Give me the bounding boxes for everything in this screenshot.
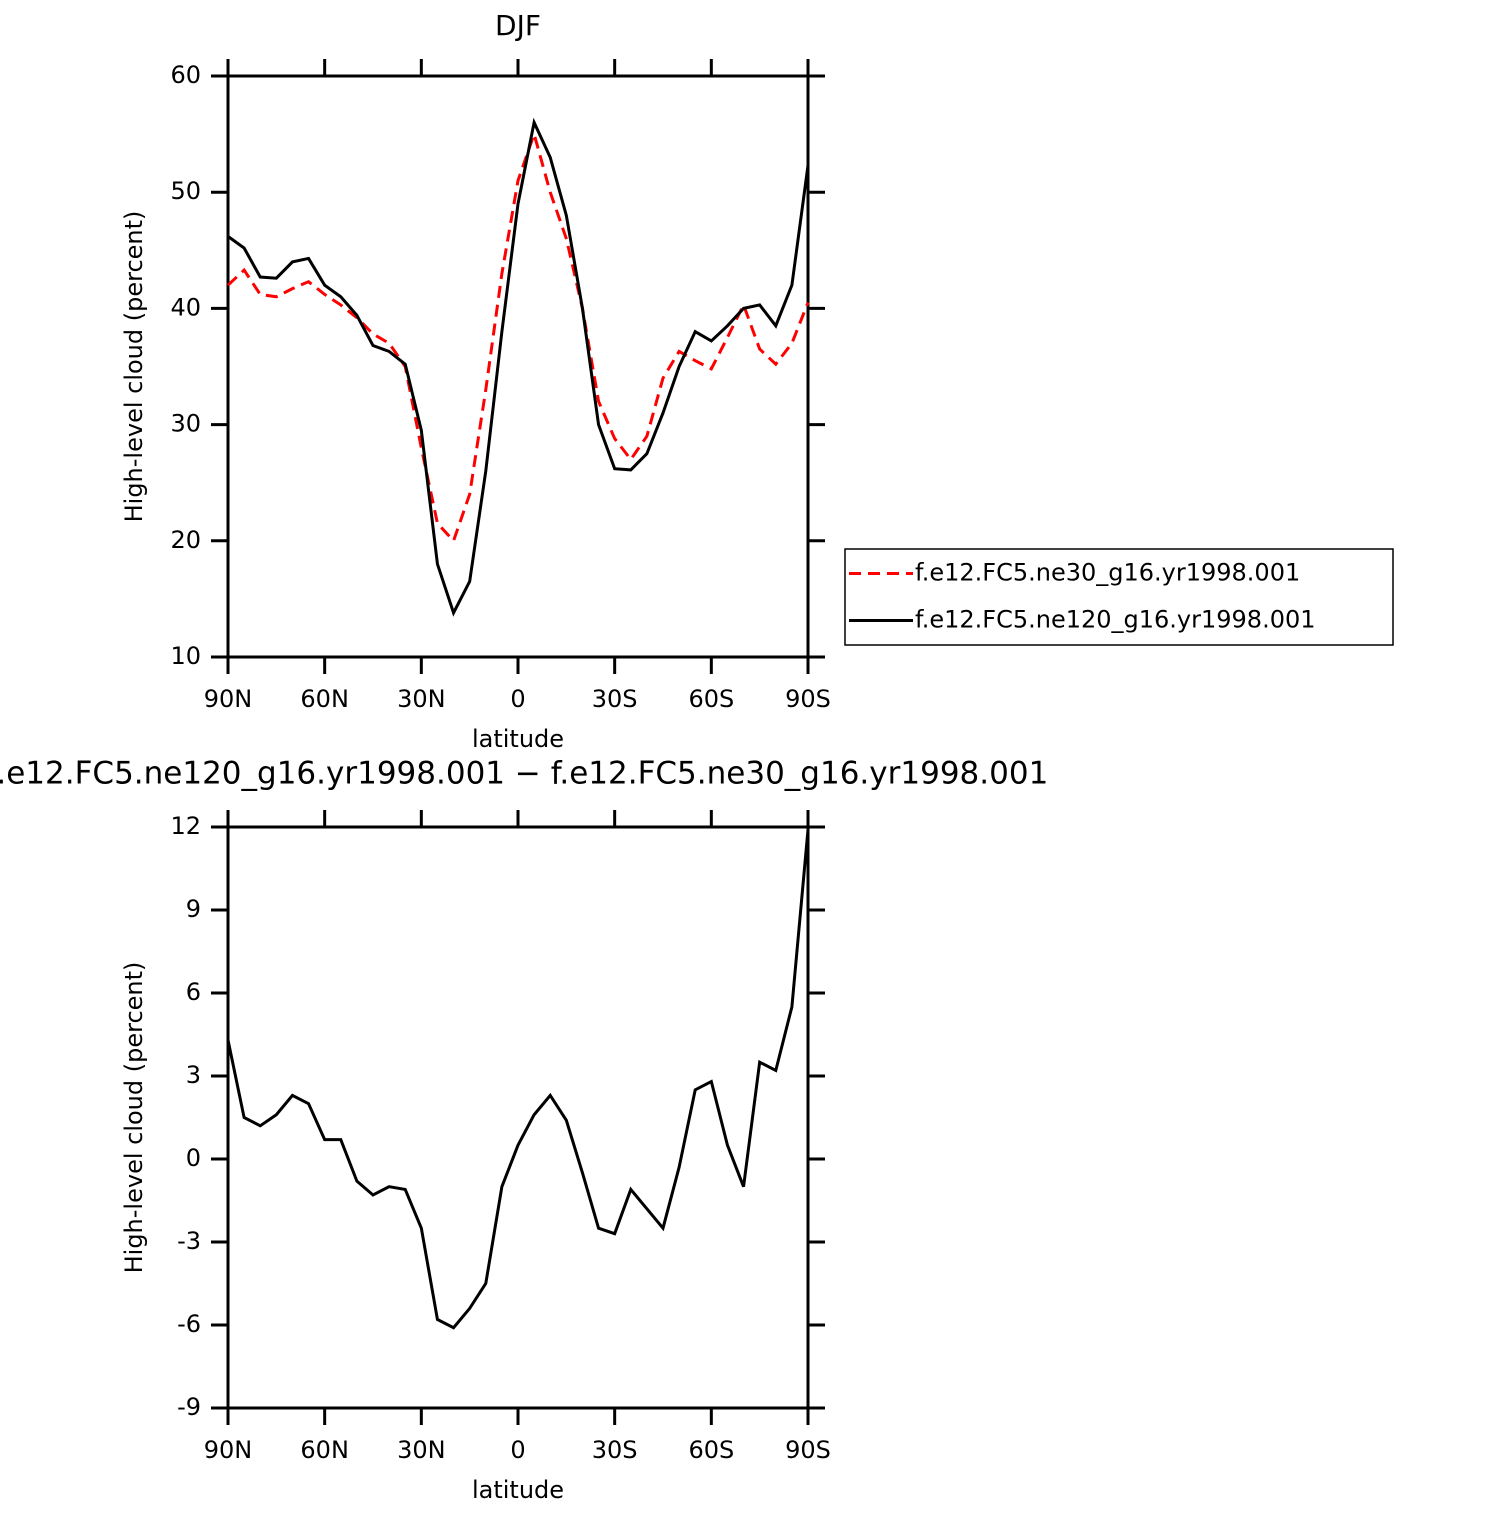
y-axis-label: High-level cloud (percent) — [120, 962, 148, 1274]
chart-title: DJF — [495, 9, 541, 42]
x-tick-label: 90N — [204, 685, 253, 713]
legend-label: f.e12.FC5.ne30_g16.yr1998.001 — [915, 559, 1300, 587]
line — [226, 129, 810, 544]
y-tick-label: 30 — [170, 410, 201, 438]
x-tick-label: 30S — [592, 685, 638, 713]
legend-label: f.e12.FC5.ne120_g16.yr1998.001 — [915, 606, 1316, 634]
y-tick-label: 0 — [186, 1144, 201, 1172]
x-axis-label: latitude — [472, 725, 564, 753]
x-axis-label: latitude — [472, 1476, 564, 1504]
y-tick-label: 40 — [170, 293, 201, 321]
y-tick-label: -3 — [177, 1227, 201, 1255]
x-tick-label: 0 — [510, 1436, 525, 1464]
x-tick-label: 60S — [688, 685, 734, 713]
y-tick-label: -9 — [177, 1393, 201, 1421]
y-tick-label: 6 — [186, 978, 201, 1006]
y-tick-label: 9 — [186, 895, 201, 923]
y-tick-label: 3 — [186, 1061, 201, 1089]
y-tick-label: -6 — [177, 1310, 201, 1338]
x-tick-label: 90S — [785, 1436, 831, 1464]
y-tick-label: 20 — [170, 526, 201, 554]
x-tick-label: 60S — [688, 1436, 734, 1464]
x-tick-label: 0 — [510, 685, 525, 713]
y-tick-label: 60 — [170, 61, 201, 89]
plot-frame — [226, 74, 810, 659]
y-axis-label: High-level cloud (percent) — [120, 211, 148, 523]
x-tick-label: 90N — [204, 1436, 253, 1464]
line — [227, 117, 810, 617]
y-tick-label: 50 — [170, 177, 201, 205]
x-tick-label: 60N — [300, 1436, 349, 1464]
x-tick-label: 60N — [300, 685, 349, 713]
line — [226, 829, 810, 1330]
legend-box — [844, 548, 1394, 646]
chart-title: f.e12.FC5.ne120_g16.yr1998.001 − f.e12.F… — [0, 756, 1048, 792]
x-tick-label: 30N — [397, 1436, 446, 1464]
y-tick-label: 12 — [170, 812, 201, 840]
x-tick-label: 90S — [785, 685, 831, 713]
x-tick-label: 30S — [592, 1436, 638, 1464]
y-tick-label: 10 — [170, 642, 201, 670]
x-tick-label: 30N — [397, 685, 446, 713]
